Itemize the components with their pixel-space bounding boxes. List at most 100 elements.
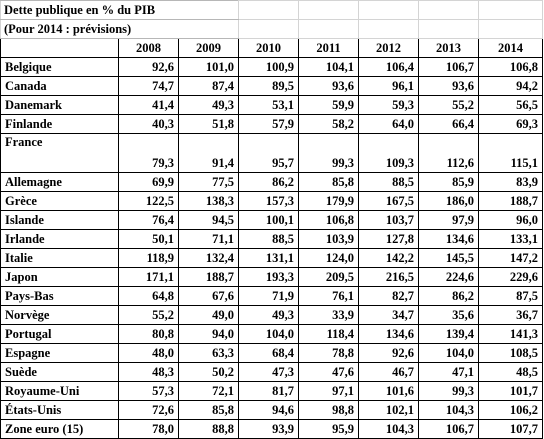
value-cell[interactable]: 139,4 xyxy=(418,324,480,344)
value-cell[interactable]: 78,8 xyxy=(298,343,360,363)
value-cell[interactable]: 122,5 xyxy=(118,191,179,211)
value-cell[interactable]: 41,4 xyxy=(118,95,179,115)
value-cell[interactable]: 145,5 xyxy=(418,248,480,268)
value-cell[interactable]: 64,0 xyxy=(358,114,420,134)
value-cell[interactable]: 106,8 xyxy=(478,57,544,77)
value-cell[interactable]: 167,5 xyxy=(358,191,420,211)
value-cell[interactable]: 93,6 xyxy=(418,76,480,96)
value-cell[interactable]: 35,6 xyxy=(418,305,480,325)
value-cell[interactable]: 49,0 xyxy=(177,305,240,325)
value-cell[interactable]: 79,3 xyxy=(118,133,179,173)
value-cell[interactable]: 59,3 xyxy=(358,95,420,115)
year-header[interactable]: 2012 xyxy=(358,38,420,58)
value-cell[interactable]: 100,9 xyxy=(238,57,300,77)
value-cell[interactable]: 142,2 xyxy=(358,248,420,268)
value-cell[interactable]: 66,4 xyxy=(418,114,480,134)
value-cell[interactable]: 72,1 xyxy=(177,381,240,401)
value-cell[interactable]: 46,7 xyxy=(358,362,420,382)
empty-cell[interactable] xyxy=(358,0,420,20)
value-cell[interactable]: 68,4 xyxy=(238,343,300,363)
value-cell[interactable]: 109,3 xyxy=(358,133,420,173)
value-cell[interactable]: 101,7 xyxy=(478,381,544,401)
country-cell[interactable]: Grèce xyxy=(0,191,119,211)
country-cell[interactable]: Norvège xyxy=(0,305,119,325)
value-cell[interactable]: 50,1 xyxy=(118,229,179,249)
empty-cell[interactable] xyxy=(478,19,544,39)
value-cell[interactable]: 186,0 xyxy=(418,191,480,211)
subtitle-cell[interactable]: (Pour 2014 : prévisions) xyxy=(0,19,240,39)
empty-cell[interactable] xyxy=(238,0,300,20)
value-cell[interactable]: 209,5 xyxy=(298,267,360,287)
empty-cell[interactable] xyxy=(358,19,420,39)
value-cell[interactable]: 69,3 xyxy=(478,114,544,134)
value-cell[interactable]: 101,0 xyxy=(177,57,240,77)
value-cell[interactable]: 36,7 xyxy=(478,305,544,325)
value-cell[interactable]: 85,8 xyxy=(177,400,240,420)
header-empty-cell[interactable] xyxy=(0,38,119,58)
value-cell[interactable]: 71,9 xyxy=(238,286,300,306)
value-cell[interactable]: 56,5 xyxy=(478,95,544,115)
value-cell[interactable]: 88,5 xyxy=(238,229,300,249)
value-cell[interactable]: 188,7 xyxy=(177,267,240,287)
value-cell[interactable]: 92,6 xyxy=(118,57,179,77)
country-cell[interactable]: Allemagne xyxy=(0,172,119,192)
value-cell[interactable]: 97,9 xyxy=(418,210,480,230)
value-cell[interactable]: 98,8 xyxy=(298,400,360,420)
value-cell[interactable]: 104,3 xyxy=(418,400,480,420)
value-cell[interactable]: 106,8 xyxy=(298,210,360,230)
value-cell[interactable]: 88,8 xyxy=(177,419,240,439)
country-cell[interactable]: Espagne xyxy=(0,343,119,363)
value-cell[interactable]: 97,1 xyxy=(298,381,360,401)
value-cell[interactable]: 88,5 xyxy=(358,172,420,192)
country-cell[interactable]: Islande xyxy=(0,210,119,230)
value-cell[interactable]: 47,6 xyxy=(298,362,360,382)
country-cell[interactable]: États-Unis xyxy=(0,400,119,420)
value-cell[interactable]: 94,2 xyxy=(478,76,544,96)
value-cell[interactable]: 47,3 xyxy=(238,362,300,382)
value-cell[interactable]: 95,7 xyxy=(238,133,300,173)
value-cell[interactable]: 85,8 xyxy=(298,172,360,192)
value-cell[interactable]: 93,6 xyxy=(298,76,360,96)
value-cell[interactable]: 100,1 xyxy=(238,210,300,230)
value-cell[interactable]: 64,8 xyxy=(118,286,179,306)
value-cell[interactable]: 87,4 xyxy=(177,76,240,96)
country-cell[interactable]: Pays-Bas xyxy=(0,286,119,306)
value-cell[interactable]: 107,7 xyxy=(478,419,544,439)
country-cell[interactable]: Canada xyxy=(0,76,119,96)
year-header[interactable]: 2011 xyxy=(298,38,360,58)
value-cell[interactable]: 50,2 xyxy=(177,362,240,382)
value-cell[interactable]: 102,1 xyxy=(358,400,420,420)
value-cell[interactable]: 67,6 xyxy=(177,286,240,306)
value-cell[interactable]: 141,3 xyxy=(478,324,544,344)
value-cell[interactable]: 85,9 xyxy=(418,172,480,192)
value-cell[interactable]: 92,6 xyxy=(358,343,420,363)
value-cell[interactable]: 77,5 xyxy=(177,172,240,192)
value-cell[interactable]: 101,6 xyxy=(358,381,420,401)
country-cell[interactable]: Suède xyxy=(0,362,119,382)
value-cell[interactable]: 94,5 xyxy=(177,210,240,230)
empty-cell[interactable] xyxy=(418,0,480,20)
value-cell[interactable]: 86,2 xyxy=(238,172,300,192)
value-cell[interactable]: 106,2 xyxy=(478,400,544,420)
value-cell[interactable]: 124,0 xyxy=(298,248,360,268)
value-cell[interactable]: 157,3 xyxy=(238,191,300,211)
year-header[interactable]: 2009 xyxy=(177,38,240,58)
value-cell[interactable]: 74,7 xyxy=(118,76,179,96)
value-cell[interactable]: 83,9 xyxy=(478,172,544,192)
value-cell[interactable]: 106,4 xyxy=(358,57,420,77)
value-cell[interactable]: 106,7 xyxy=(418,419,480,439)
country-cell[interactable]: Portugal xyxy=(0,324,119,344)
value-cell[interactable]: 94,6 xyxy=(238,400,300,420)
country-cell[interactable]: Finlande xyxy=(0,114,119,134)
value-cell[interactable]: 86,2 xyxy=(418,286,480,306)
value-cell[interactable]: 103,7 xyxy=(358,210,420,230)
value-cell[interactable]: 76,4 xyxy=(118,210,179,230)
value-cell[interactable]: 72,6 xyxy=(118,400,179,420)
country-cell[interactable]: France xyxy=(0,133,119,173)
value-cell[interactable]: 91,4 xyxy=(177,133,240,173)
value-cell[interactable]: 134,6 xyxy=(358,324,420,344)
value-cell[interactable]: 69,9 xyxy=(118,172,179,192)
year-header[interactable]: 2008 xyxy=(118,38,179,58)
value-cell[interactable]: 106,7 xyxy=(418,57,480,77)
country-cell[interactable]: Belgique xyxy=(0,57,119,77)
